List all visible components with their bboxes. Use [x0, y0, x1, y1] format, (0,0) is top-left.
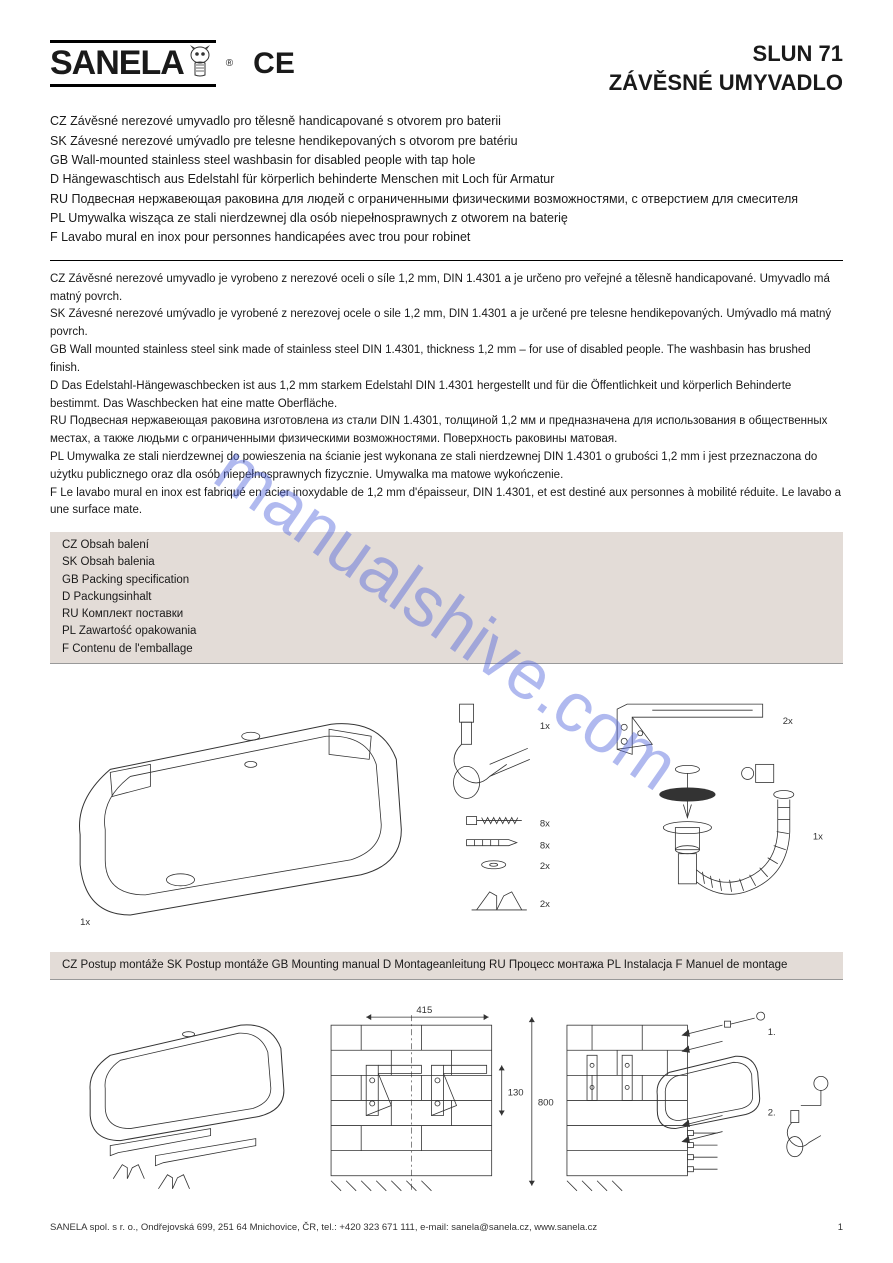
svg-text:415: 415 — [416, 1005, 432, 1016]
drain-qty: 1x — [813, 832, 823, 843]
contents-header-line: GB Packing specification — [62, 572, 831, 589]
contents-header-line: PL Zawartość opakowania — [62, 623, 831, 640]
svg-text:2.: 2. — [768, 1108, 776, 1119]
dowel-drawing — [467, 840, 517, 846]
dowel-qty: 8x — [540, 841, 550, 852]
clip-drawing — [472, 892, 527, 910]
product-type: ZÁVĚSNÉ UMYVADLO — [609, 69, 843, 98]
washer-qty: 2x — [540, 861, 550, 872]
brand-logo: SANELA — [50, 40, 216, 87]
install-header: CZ Postup montáže SK Postup montáže GB M… — [50, 952, 843, 979]
contents-header-line: F Contenu de l'emballage — [62, 641, 831, 658]
washer-drawing — [482, 861, 506, 869]
siphon-qty: 1x — [540, 721, 550, 732]
contents-section: CZ Obsah balení SK Obsah balenia GB Pack… — [50, 532, 843, 940]
svg-text:130: 130 — [508, 1088, 524, 1099]
registered-mark: ® — [226, 58, 233, 69]
install-step-2: 415 130 800 — [331, 1005, 554, 1191]
page-number: 1 — [838, 1222, 843, 1233]
footer: SANELA spol. s r. o., Ondřejovská 699, 2… — [50, 1222, 843, 1233]
product-model: SLUN 71 — [609, 40, 843, 69]
install-step-1: 590 — [90, 1025, 284, 1201]
footer-company: SANELA spol. s r. o., Ondřejovská 699, 2… — [50, 1222, 597, 1233]
title-line: D Hängewaschtisch aus Edelstahl für körp… — [50, 170, 843, 189]
description-multilang: CZ Závěsné nerezové umyvadlo je vyrobeno… — [50, 271, 843, 520]
header-row: SANELA ® CE SLUN 71 ZÁVĚSNÉ UMYVADLO — [50, 40, 843, 97]
contents-diagram: 1x 1x 8x — [50, 664, 843, 935]
contents-header: CZ Obsah balení SK Obsah balenia GB Pack… — [50, 532, 843, 663]
brand-text: SANELA — [50, 44, 184, 83]
drain-drawing — [659, 764, 794, 894]
title-line: SK Závesné nerezové umývadlo pre telesne… — [50, 132, 843, 151]
ce-mark: CE — [253, 47, 295, 81]
bolt-drawing — [467, 817, 522, 825]
contents-header-line: CZ Obsah balení — [62, 537, 831, 554]
desc-line: D Das Edelstahl-Hängewaschbecken ist aus… — [50, 378, 843, 414]
install-section: CZ Postup montáže SK Postup montáže GB M… — [50, 952, 843, 1209]
logo-area: SANELA ® CE — [50, 40, 295, 87]
svg-text:1.: 1. — [768, 1027, 776, 1038]
desc-line: SK Závesné nerezové umývadlo je vyrobené… — [50, 306, 843, 342]
desc-line: GB Wall mounted stainless steel sink mad… — [50, 342, 843, 378]
install-body: 590 — [50, 979, 843, 1209]
sink-drawing — [79, 724, 401, 915]
desc-line: PL Umywalka ze stali nierdzewnej do powi… — [50, 449, 843, 485]
svg-text:800: 800 — [538, 1098, 554, 1109]
install-diagram: 590 — [50, 980, 843, 1201]
contents-header-line: D Packungsinhalt — [62, 589, 831, 606]
raccoon-icon — [186, 43, 214, 84]
contents-body: 1x 1x 8x — [50, 663, 843, 940]
title-line: CZ Závěsné nerezové umyvadlo pro tělesně… — [50, 112, 843, 131]
bolt-qty: 8x — [540, 819, 550, 830]
title-line: F Lavabo mural en inox pour personnes ha… — [50, 228, 843, 247]
contents-header-line: SK Obsah balenia — [62, 554, 831, 571]
sink-qty: 1x — [80, 917, 90, 928]
title-line: GB Wall-mounted stainless steel washbasi… — [50, 151, 843, 170]
bracket-qty: 2x — [783, 716, 793, 727]
desc-line: F Le lavabo mural en inox est fabriqué e… — [50, 485, 843, 521]
clip-qty: 2x — [540, 899, 550, 910]
desc-line: CZ Závěsné nerezové umyvadlo je vyrobeno… — [50, 271, 843, 307]
product-code: SLUN 71 ZÁVĚSNÉ UMYVADLO — [609, 40, 843, 97]
install-step-3: 1. 2. — [567, 1012, 828, 1191]
divider — [50, 260, 843, 261]
install-header-line: CZ Postup montáže SK Postup montáže GB M… — [62, 957, 831, 974]
contents-header-line: RU Комплект поставки — [62, 606, 831, 623]
title-multilang: CZ Závěsné nerezové umyvadlo pro tělesně… — [50, 112, 843, 248]
title-line: PL Umywalka wisząca ze stali nierdzewnej… — [50, 209, 843, 228]
desc-line: RU Подвесная нержавеющая раковина изгото… — [50, 413, 843, 449]
bracket-drawing — [617, 704, 763, 754]
siphon-drawing — [454, 704, 530, 798]
title-line: RU Подвесная нержавеющая раковина для лю… — [50, 190, 843, 209]
